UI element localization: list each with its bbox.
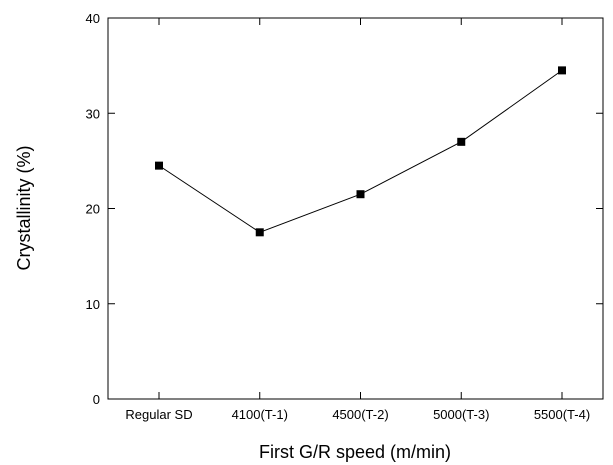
y-axis-title: Crystallinity (%) [14, 145, 34, 270]
x-tick-label: 5000(T-3) [433, 407, 489, 422]
data-point [558, 66, 566, 75]
data-point [255, 228, 264, 237]
x-axis-title: First G/R speed (m/min) [259, 442, 451, 462]
y-tick-label: 10 [86, 297, 100, 312]
y-tick-label: 0 [93, 392, 100, 407]
x-tick-label: Regular SD [125, 407, 192, 422]
y-tick-label: 40 [86, 11, 100, 26]
data-point [155, 161, 163, 170]
y-axis: 0 10 20 30 40 [86, 11, 603, 407]
x-axis: Regular SD 4100(T-1) 4500(T-2) 5000(T-3) 550… [125, 18, 590, 422]
data-point [457, 137, 466, 146]
plot-frame [107, 17, 604, 400]
x-tick-label: 4500(T-2) [332, 407, 388, 422]
y-tick-label: 30 [86, 106, 100, 121]
series-layer [155, 66, 566, 237]
series-line [158, 69, 563, 233]
x-tick-label: 4100(T-1) [232, 407, 288, 422]
y-tick-label: 20 [86, 202, 100, 217]
data-point [356, 190, 365, 199]
x-tick-label: 5500(T-4) [534, 407, 590, 422]
